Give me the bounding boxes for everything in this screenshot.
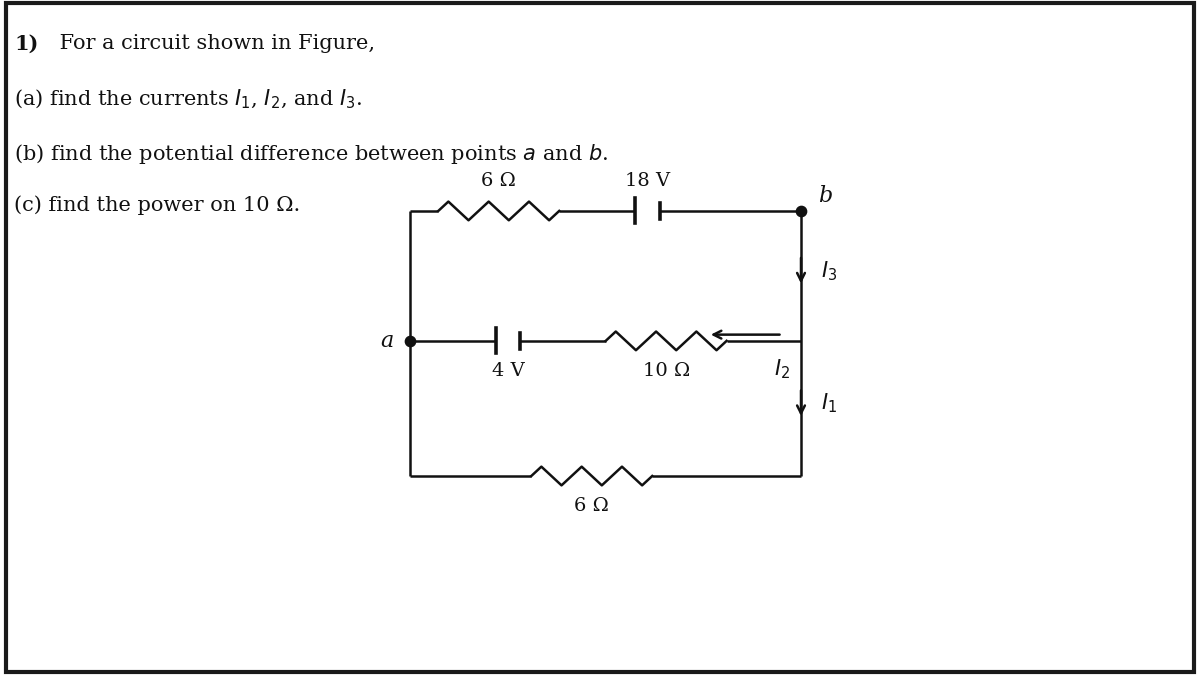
Text: 10 Ω: 10 Ω — [642, 362, 690, 379]
Text: a: a — [380, 330, 394, 352]
Text: $I_1$: $I_1$ — [822, 392, 838, 415]
Text: 6 Ω: 6 Ω — [481, 172, 516, 190]
Text: 6 Ω: 6 Ω — [575, 497, 610, 515]
Text: 18 V: 18 V — [625, 172, 670, 190]
Point — [792, 205, 811, 216]
Text: $I_2$: $I_2$ — [774, 358, 791, 381]
Text: $I_3$: $I_3$ — [822, 259, 838, 283]
Text: (b) find the potential difference between points $a$ and $b$.: (b) find the potential difference betwee… — [14, 142, 608, 166]
Text: For a circuit shown in Figure,: For a circuit shown in Figure, — [53, 34, 374, 53]
Text: (c) find the power on 10 Ω.: (c) find the power on 10 Ω. — [14, 196, 301, 215]
Point — [401, 335, 420, 346]
Text: b: b — [817, 185, 832, 207]
Text: 1): 1) — [14, 34, 38, 54]
Text: 4 V: 4 V — [492, 362, 524, 379]
Text: (a) find the currents $I_1$, $I_2$, and $I_3$.: (a) find the currents $I_1$, $I_2$, and … — [14, 88, 362, 111]
